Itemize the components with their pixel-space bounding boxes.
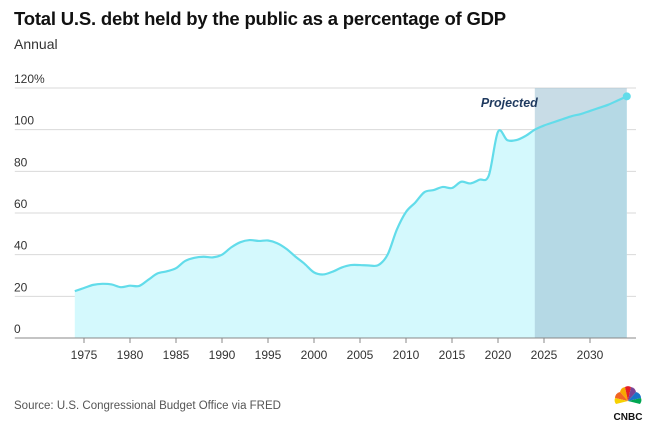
y-tick-label: 80 <box>14 155 28 169</box>
series-endpoint <box>622 92 631 101</box>
y-tick-label: 20 <box>14 280 28 294</box>
x-tick-label: 2015 <box>439 348 466 362</box>
y-tick-label: 40 <box>14 239 28 253</box>
projection-band <box>534 88 627 338</box>
projection-label: Projected <box>481 96 538 110</box>
x-tick-label: 2025 <box>531 348 558 362</box>
svg-text:CNBC: CNBC <box>614 412 643 423</box>
x-tick-label: 1980 <box>117 348 144 362</box>
series-area <box>74 96 627 338</box>
x-tick-label: 1990 <box>209 348 236 362</box>
chart-subtitle: Annual <box>14 36 58 52</box>
y-tick-label: 60 <box>14 197 28 211</box>
x-tick-label: 1985 <box>163 348 190 362</box>
x-tick-label: 2000 <box>301 348 328 362</box>
x-tick-label: 2005 <box>347 348 374 362</box>
chart-title: Total U.S. debt held by the public as a … <box>14 8 506 29</box>
cnbc-logo: CNBC <box>614 386 643 423</box>
y-tick-label: 120% <box>14 72 45 86</box>
x-tick-label: 1975 <box>71 348 98 362</box>
y-tick-label: 100 <box>14 114 34 128</box>
peacock-icon <box>614 386 642 404</box>
x-tick-label: 1995 <box>255 348 282 362</box>
source-note: Source: U.S. Congressional Budget Office… <box>14 400 281 412</box>
y-tick-label: 0 <box>14 322 21 336</box>
series-line <box>74 95 628 293</box>
x-tick-label: 2010 <box>393 348 420 362</box>
x-tick-label: 2020 <box>485 348 512 362</box>
x-tick-label: 2030 <box>577 348 604 362</box>
